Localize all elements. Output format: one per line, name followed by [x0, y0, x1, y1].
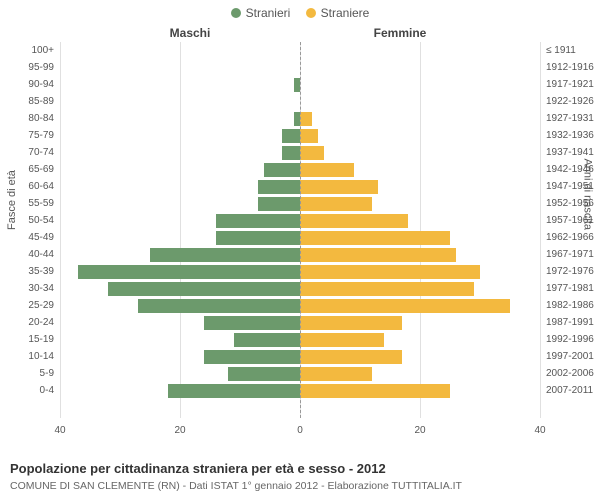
- age-label: 45-49: [14, 229, 54, 246]
- age-label: 100+: [14, 42, 54, 59]
- bar-female: [300, 180, 378, 194]
- legend-item-male: Stranieri: [231, 6, 291, 20]
- birth-year-label: 1992-1996: [546, 331, 600, 348]
- legend-item-female: Straniere: [306, 6, 370, 20]
- birth-year-label: 1977-1981: [546, 280, 600, 297]
- chart-subtitle: COMUNE DI SAN CLEMENTE (RN) - Dati ISTAT…: [10, 480, 462, 492]
- birth-year-label: 1982-1986: [546, 297, 600, 314]
- bar-male: [282, 129, 300, 143]
- age-label: 75-79: [14, 127, 54, 144]
- age-label: 5-9: [14, 365, 54, 382]
- column-header-male: Maschi: [90, 26, 290, 40]
- birth-year-label: 1952-1956: [546, 195, 600, 212]
- birth-year-label: 1957-1961: [546, 212, 600, 229]
- bar-male: [168, 384, 300, 398]
- bar-male: [204, 316, 300, 330]
- center-line: [300, 42, 301, 418]
- bar-male: [78, 265, 300, 279]
- birth-year-label: 1997-2001: [546, 348, 600, 365]
- age-label: 65-69: [14, 161, 54, 178]
- age-label: 50-54: [14, 212, 54, 229]
- bar-male: [282, 146, 300, 160]
- x-tick-label: 40: [534, 425, 545, 436]
- x-tick-label: 20: [174, 425, 185, 436]
- bar-female: [300, 248, 456, 262]
- chart-title: Popolazione per cittadinanza straniera p…: [10, 461, 386, 476]
- birth-year-label: 1917-1921: [546, 76, 600, 93]
- bar-female: [300, 146, 324, 160]
- bar-female: [300, 367, 372, 381]
- age-label: 25-29: [14, 297, 54, 314]
- bar-female: [300, 214, 408, 228]
- bar-female: [300, 112, 312, 126]
- bar-female: [300, 129, 318, 143]
- birth-year-label: 2007-2011: [546, 382, 600, 399]
- x-tick-label: 40: [54, 425, 65, 436]
- bar-female: [300, 282, 474, 296]
- legend-swatch-male: [231, 8, 241, 18]
- legend-label-female: Straniere: [321, 6, 370, 20]
- birth-year-label: 1962-1966: [546, 229, 600, 246]
- age-label: 80-84: [14, 110, 54, 127]
- bar-male: [138, 299, 300, 313]
- legend: Stranieri Straniere: [0, 6, 600, 21]
- birth-year-label: ≤ 1911: [546, 42, 600, 59]
- bar-female: [300, 265, 480, 279]
- bar-male: [228, 367, 300, 381]
- birth-year-label: 1922-1926: [546, 93, 600, 110]
- age-label: 20-24: [14, 314, 54, 331]
- bar-male: [216, 231, 300, 245]
- bar-male: [258, 180, 300, 194]
- bar-female: [300, 316, 402, 330]
- age-label: 35-39: [14, 263, 54, 280]
- bar-female: [300, 299, 510, 313]
- bar-male: [258, 197, 300, 211]
- age-label: 55-59: [14, 195, 54, 212]
- birth-year-label: 1972-1976: [546, 263, 600, 280]
- age-label: 70-74: [14, 144, 54, 161]
- bar-male: [108, 282, 300, 296]
- birth-year-label: 1942-1946: [546, 161, 600, 178]
- age-label: 95-99: [14, 59, 54, 76]
- bar-female: [300, 231, 450, 245]
- birth-year-label: 1947-1951: [546, 178, 600, 195]
- age-label: 10-14: [14, 348, 54, 365]
- birth-year-label: 1932-1936: [546, 127, 600, 144]
- age-label: 0-4: [14, 382, 54, 399]
- x-tick-label: 0: [297, 425, 303, 436]
- birth-year-label: 2002-2006: [546, 365, 600, 382]
- column-header-female: Femmine: [300, 26, 500, 40]
- x-tick-label: 20: [414, 425, 425, 436]
- bar-male: [264, 163, 300, 177]
- bar-female: [300, 350, 402, 364]
- bar-male: [216, 214, 300, 228]
- age-label: 90-94: [14, 76, 54, 93]
- age-label: 30-34: [14, 280, 54, 297]
- birth-year-label: 1912-1916: [546, 59, 600, 76]
- bar-female: [300, 163, 354, 177]
- birth-year-label: 1927-1931: [546, 110, 600, 127]
- bar-female: [300, 384, 450, 398]
- bar-male: [150, 248, 300, 262]
- birth-year-label: 1937-1941: [546, 144, 600, 161]
- bar-male: [234, 333, 300, 347]
- bar-female: [300, 197, 372, 211]
- age-label: 40-44: [14, 246, 54, 263]
- birth-year-label: 1987-1991: [546, 314, 600, 331]
- birth-year-label: 1967-1971: [546, 246, 600, 263]
- grid-line: [540, 42, 541, 418]
- legend-swatch-female: [306, 8, 316, 18]
- population-pyramid-chart: Stranieri Straniere Maschi Femmine Fasce…: [0, 0, 600, 500]
- age-label: 85-89: [14, 93, 54, 110]
- legend-label-male: Stranieri: [246, 6, 291, 20]
- age-label: 15-19: [14, 331, 54, 348]
- plot-area: 402002040100+≤ 191195-991912-191690-9419…: [60, 42, 540, 442]
- bar-female: [300, 333, 384, 347]
- bar-male: [204, 350, 300, 364]
- age-label: 60-64: [14, 178, 54, 195]
